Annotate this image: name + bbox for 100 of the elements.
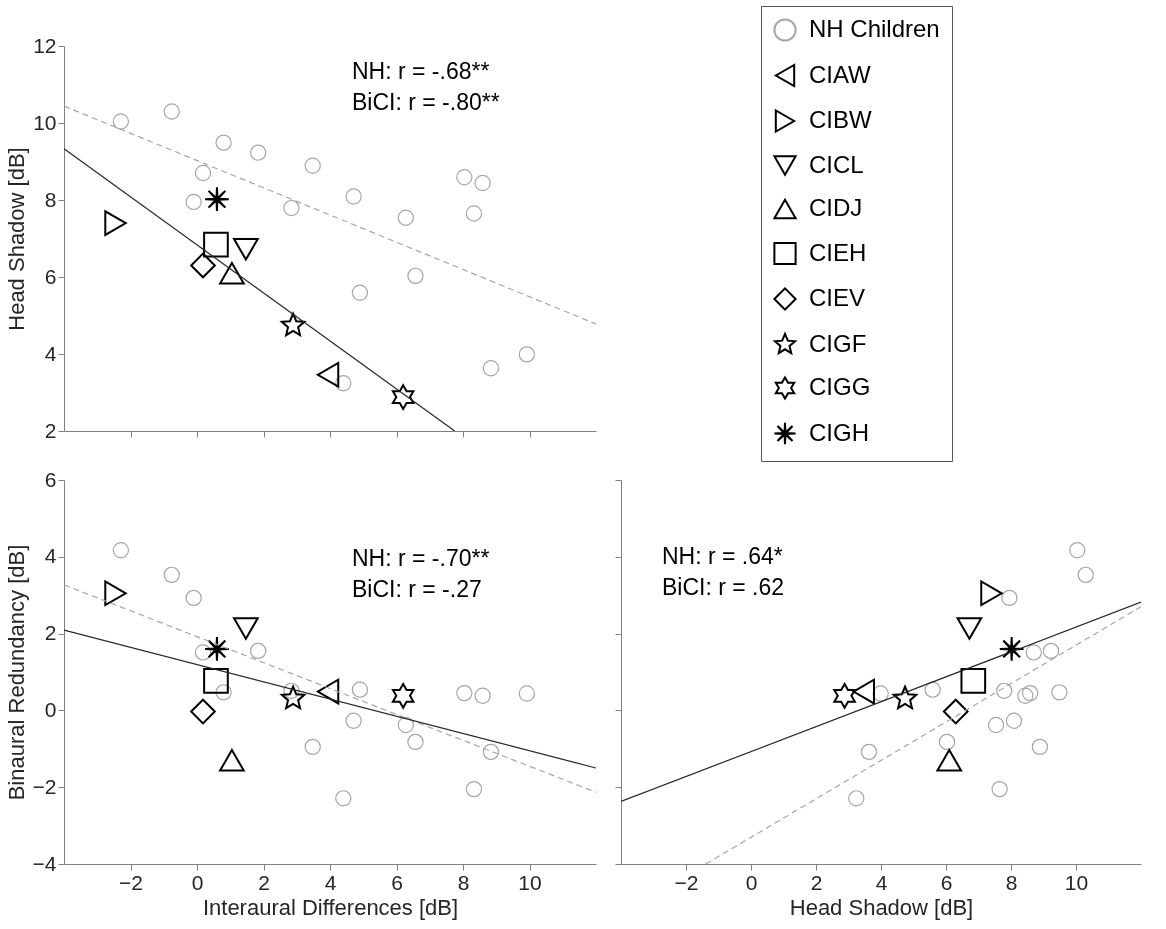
x-tick-label: 8 [457,870,470,894]
point [351,284,369,301]
point [980,580,1003,607]
point [474,687,491,704]
x-axis-title: Head Shadow [dB] [789,894,974,920]
point [465,780,483,798]
x-tick-label: 6 [391,870,403,894]
x-tick-label: −2 [674,870,699,894]
point [518,346,536,363]
point [936,749,963,772]
x-tick-label: 2 [258,870,270,894]
point [391,682,415,709]
point [397,209,414,226]
point [942,698,969,725]
point [872,685,889,702]
point [995,682,1013,699]
point [345,712,362,729]
point [250,642,267,660]
legend-label: CIGH [809,418,869,446]
point [833,682,856,709]
point [104,210,127,236]
x-tick-label: 10 [1064,870,1089,894]
point [304,157,321,174]
point [335,790,352,807]
point [250,144,267,161]
point [215,134,232,151]
point [316,361,340,388]
legend-label: NH Children [809,15,940,42]
x-tick-label: 4 [875,870,888,894]
y-tick-label: 6 [44,467,57,491]
y-tick-label: 4 [44,544,57,568]
y-axis-title: Head Shadow [dB] [4,147,30,331]
x-axis-title: Interaural Differences [dB] [202,894,459,920]
point [1069,542,1086,559]
x-tick-label: 6 [940,870,953,894]
annotation: NH: r = -.70** [352,545,490,571]
y-tick-label: 2 [44,418,57,442]
point [956,617,983,640]
point [1077,566,1094,584]
point [482,360,500,377]
annotation: BiCI: r = .62 [662,574,785,600]
x-tick-label: 0 [745,870,758,894]
y-axis-title: Binaural Redundancy [dB] [3,544,29,801]
point [233,238,259,261]
point [391,384,415,410]
point [465,205,483,222]
y-tick-label: 6 [44,264,57,288]
point [892,685,918,710]
annotation: NH: r = -.68** [352,58,490,84]
point [163,103,180,120]
point [335,375,352,392]
legend-label: CIDJ [809,194,863,221]
point [397,716,414,734]
point [938,733,956,751]
legend-label: CIGG [809,373,871,400]
point [203,668,229,694]
x-tick-label: −2 [119,870,143,894]
y-tick-label: 2 [44,621,57,645]
legend-label: CIAW [809,60,872,88]
legend-label: CICL [809,150,864,178]
annotation: BiCI: r = -.80** [352,89,500,115]
legend-label: CIBW [809,106,873,133]
point [407,267,424,285]
point [1001,589,1018,607]
point [474,174,491,192]
point [960,668,987,694]
point [518,685,536,702]
point [219,749,245,772]
point [1042,642,1060,660]
y-tick-label: 8 [44,187,57,211]
point [848,790,865,807]
point [316,678,340,705]
point [190,698,216,725]
point [190,252,216,279]
point [1025,644,1042,661]
point [351,681,369,698]
point [924,681,941,698]
point [987,716,1005,734]
point [233,617,259,640]
point [1005,712,1023,729]
point [283,199,300,217]
point [185,193,202,211]
point [203,231,229,258]
point [104,580,127,607]
legend-label: CIGF [809,329,867,357]
point [163,566,180,584]
point [304,738,321,756]
point [194,644,212,661]
point [991,780,1008,798]
x-tick-label: 0 [191,870,204,894]
point [482,743,500,761]
point [219,261,245,285]
point [112,113,130,130]
point [1021,684,1039,702]
point [185,589,202,607]
point [280,685,306,710]
point [204,186,230,213]
point [194,164,212,182]
point [112,542,130,559]
point [280,312,306,337]
